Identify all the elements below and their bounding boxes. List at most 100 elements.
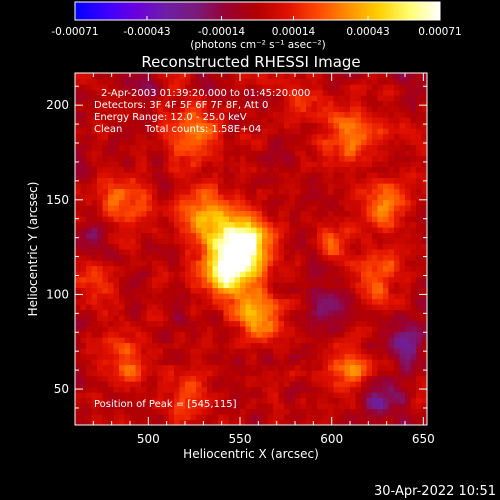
heatmap-cell <box>306 403 313 410</box>
heatmap-cell <box>240 177 247 184</box>
heatmap-cell <box>278 155 285 162</box>
heatmap-cell <box>399 337 406 344</box>
heatmap-cell <box>207 183 214 190</box>
heatmap-cell <box>372 172 379 179</box>
heatmap-cell <box>333 84 340 91</box>
colorbar: -0.00071 -0.00043 -0.00014 0.00014 0.00043 0.… <box>51 1 462 51</box>
heatmap-cell <box>300 287 307 294</box>
heatmap-cell <box>97 183 104 190</box>
heatmap-cell <box>75 408 82 415</box>
heatmap-cell <box>355 370 362 377</box>
heatmap-cell <box>91 155 98 162</box>
heatmap-cell <box>108 133 115 140</box>
heatmap-cell <box>399 100 406 107</box>
heatmap-cell <box>339 331 346 338</box>
heatmap-cell <box>399 155 406 162</box>
heatmap-cell <box>185 370 192 377</box>
heatmap-cell <box>207 89 214 96</box>
heatmap-cell <box>141 408 148 415</box>
heatmap-cell <box>289 320 296 327</box>
heatmap-cell <box>218 161 225 168</box>
heatmap-cell <box>251 348 258 355</box>
heatmap-cell <box>355 337 362 344</box>
heatmap-cell <box>372 414 379 421</box>
heatmap-cell <box>229 298 236 305</box>
heatmap-cell <box>284 337 291 344</box>
heatmap-cell <box>350 271 357 278</box>
heatmap-cell <box>262 78 269 85</box>
heatmap-cell <box>124 199 131 206</box>
heatmap-cell <box>273 84 280 91</box>
heatmap-cell <box>113 370 120 377</box>
heatmap-cell <box>212 304 219 311</box>
heatmap-cell <box>394 331 401 338</box>
heatmap-cell <box>130 370 137 377</box>
heatmap-cell <box>229 177 236 184</box>
heatmap-cell <box>399 227 406 234</box>
heatmap-cell <box>212 359 219 366</box>
heatmap-cell <box>163 249 170 256</box>
heatmap-cell <box>366 315 373 322</box>
heatmap-cell <box>416 260 423 267</box>
heatmap-cell <box>372 419 379 425</box>
heatmap-cell <box>212 238 219 245</box>
heatmap-cell <box>421 359 427 366</box>
heatmap-cell <box>267 342 274 349</box>
heatmap-cell <box>135 331 142 338</box>
heatmap-cell <box>377 238 384 245</box>
heatmap-cell <box>322 375 329 382</box>
heatmap-cell <box>339 315 346 322</box>
heatmap-cell <box>168 73 175 80</box>
heatmap-cell <box>289 326 296 333</box>
heatmap-cell <box>234 84 241 91</box>
heatmap-cell <box>135 84 142 91</box>
heatmap-cell <box>339 188 346 195</box>
heatmap-cell <box>421 227 427 234</box>
heatmap-cell <box>135 370 142 377</box>
heatmap-cell <box>372 386 379 393</box>
heatmap-cell <box>218 194 225 201</box>
heatmap-cell <box>141 232 148 239</box>
heatmap-cell <box>361 210 368 217</box>
heatmap-cell <box>75 232 82 239</box>
heatmap-cell <box>212 199 219 206</box>
heatmap-cell <box>333 414 340 421</box>
heatmap-cell <box>328 381 335 388</box>
heatmap-cell <box>377 100 384 107</box>
heatmap-cell <box>311 359 318 366</box>
heatmap-cell <box>339 381 346 388</box>
heatmap-cell <box>223 386 230 393</box>
heatmap-cell <box>300 161 307 168</box>
heatmap-cell <box>91 298 98 305</box>
heatmap-cell <box>218 155 225 162</box>
heatmap-cell <box>163 100 170 107</box>
heatmap-cell <box>130 337 137 344</box>
heatmap-cell <box>97 205 104 212</box>
heatmap-cell <box>399 320 406 327</box>
heatmap-cell <box>240 254 247 261</box>
heatmap-cell <box>229 337 236 344</box>
heatmap-cell <box>372 304 379 311</box>
heatmap-cell <box>157 287 164 294</box>
heatmap-cell <box>421 117 427 124</box>
heatmap-cell <box>223 84 230 91</box>
heatmap-cell <box>322 199 329 206</box>
heatmap-cell <box>245 293 252 300</box>
heatmap-cell <box>97 320 104 327</box>
heatmap-cell <box>185 408 192 415</box>
heatmap-cell <box>229 166 236 173</box>
heatmap-cell <box>229 161 236 168</box>
annotation-algorithm: Clean <box>94 124 122 135</box>
heatmap-cell <box>75 381 82 388</box>
heatmap-cell <box>421 150 427 157</box>
heatmap-cell <box>229 353 236 360</box>
heatmap-cell <box>245 117 252 124</box>
heatmap-cell <box>168 364 175 371</box>
heatmap-cell <box>383 276 390 283</box>
heatmap-cell <box>388 276 395 283</box>
heatmap-cell <box>295 353 302 360</box>
heatmap-cell <box>322 210 329 217</box>
heatmap-cell <box>102 364 109 371</box>
heatmap-cell <box>421 403 427 410</box>
heatmap-cell <box>416 364 423 371</box>
